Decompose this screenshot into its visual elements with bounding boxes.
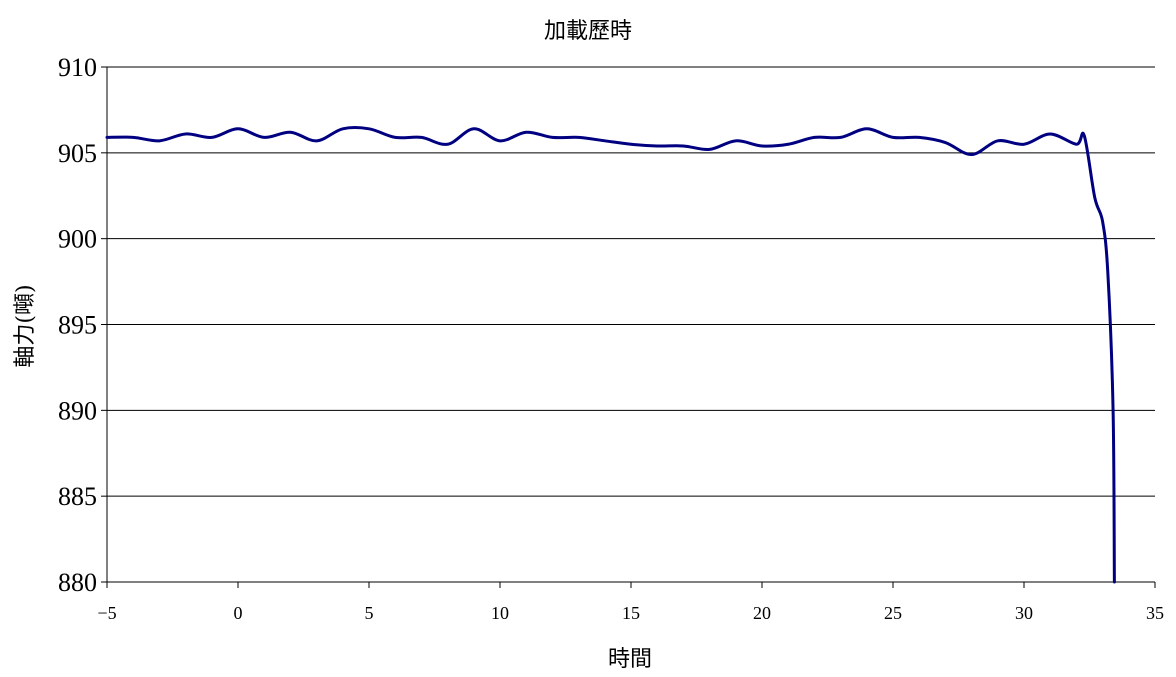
x-tick-label: 0 — [234, 603, 243, 623]
x-tick-label: 5 — [365, 603, 374, 623]
series-line — [105, 126, 1116, 584]
x-tick-labels: −5 0 5 10 15 20 25 30 35 — [97, 603, 1164, 623]
grid-lines — [107, 66, 1155, 497]
x-tick-label: 20 — [753, 603, 771, 623]
y-tick-label: 905 — [58, 139, 97, 168]
y-tick-label: 880 — [58, 568, 97, 597]
y-tick-label: 895 — [58, 311, 97, 340]
y-axis-label: 軸力(噸) — [13, 284, 38, 367]
x-tick-label: 15 — [622, 603, 640, 623]
x-tick-label: 10 — [491, 603, 509, 623]
x-tick-label: 25 — [884, 603, 902, 623]
y-tick-label: 890 — [58, 396, 97, 425]
series-layer — [105, 126, 1116, 584]
axes — [101, 66, 1156, 588]
y-tick-label: 910 — [58, 53, 97, 82]
x-axis-label: 時間 — [608, 647, 652, 672]
x-tick-label: 35 — [1146, 603, 1164, 623]
chart-title: 加載歷時 — [544, 19, 632, 44]
x-tick-label: −5 — [97, 603, 116, 623]
y-tick-label: 900 — [58, 225, 97, 254]
x-tick-label: 30 — [1015, 603, 1033, 623]
y-tick-label: 885 — [58, 482, 97, 511]
y-tick-labels: 880 885 890 895 900 905 910 — [58, 53, 97, 597]
